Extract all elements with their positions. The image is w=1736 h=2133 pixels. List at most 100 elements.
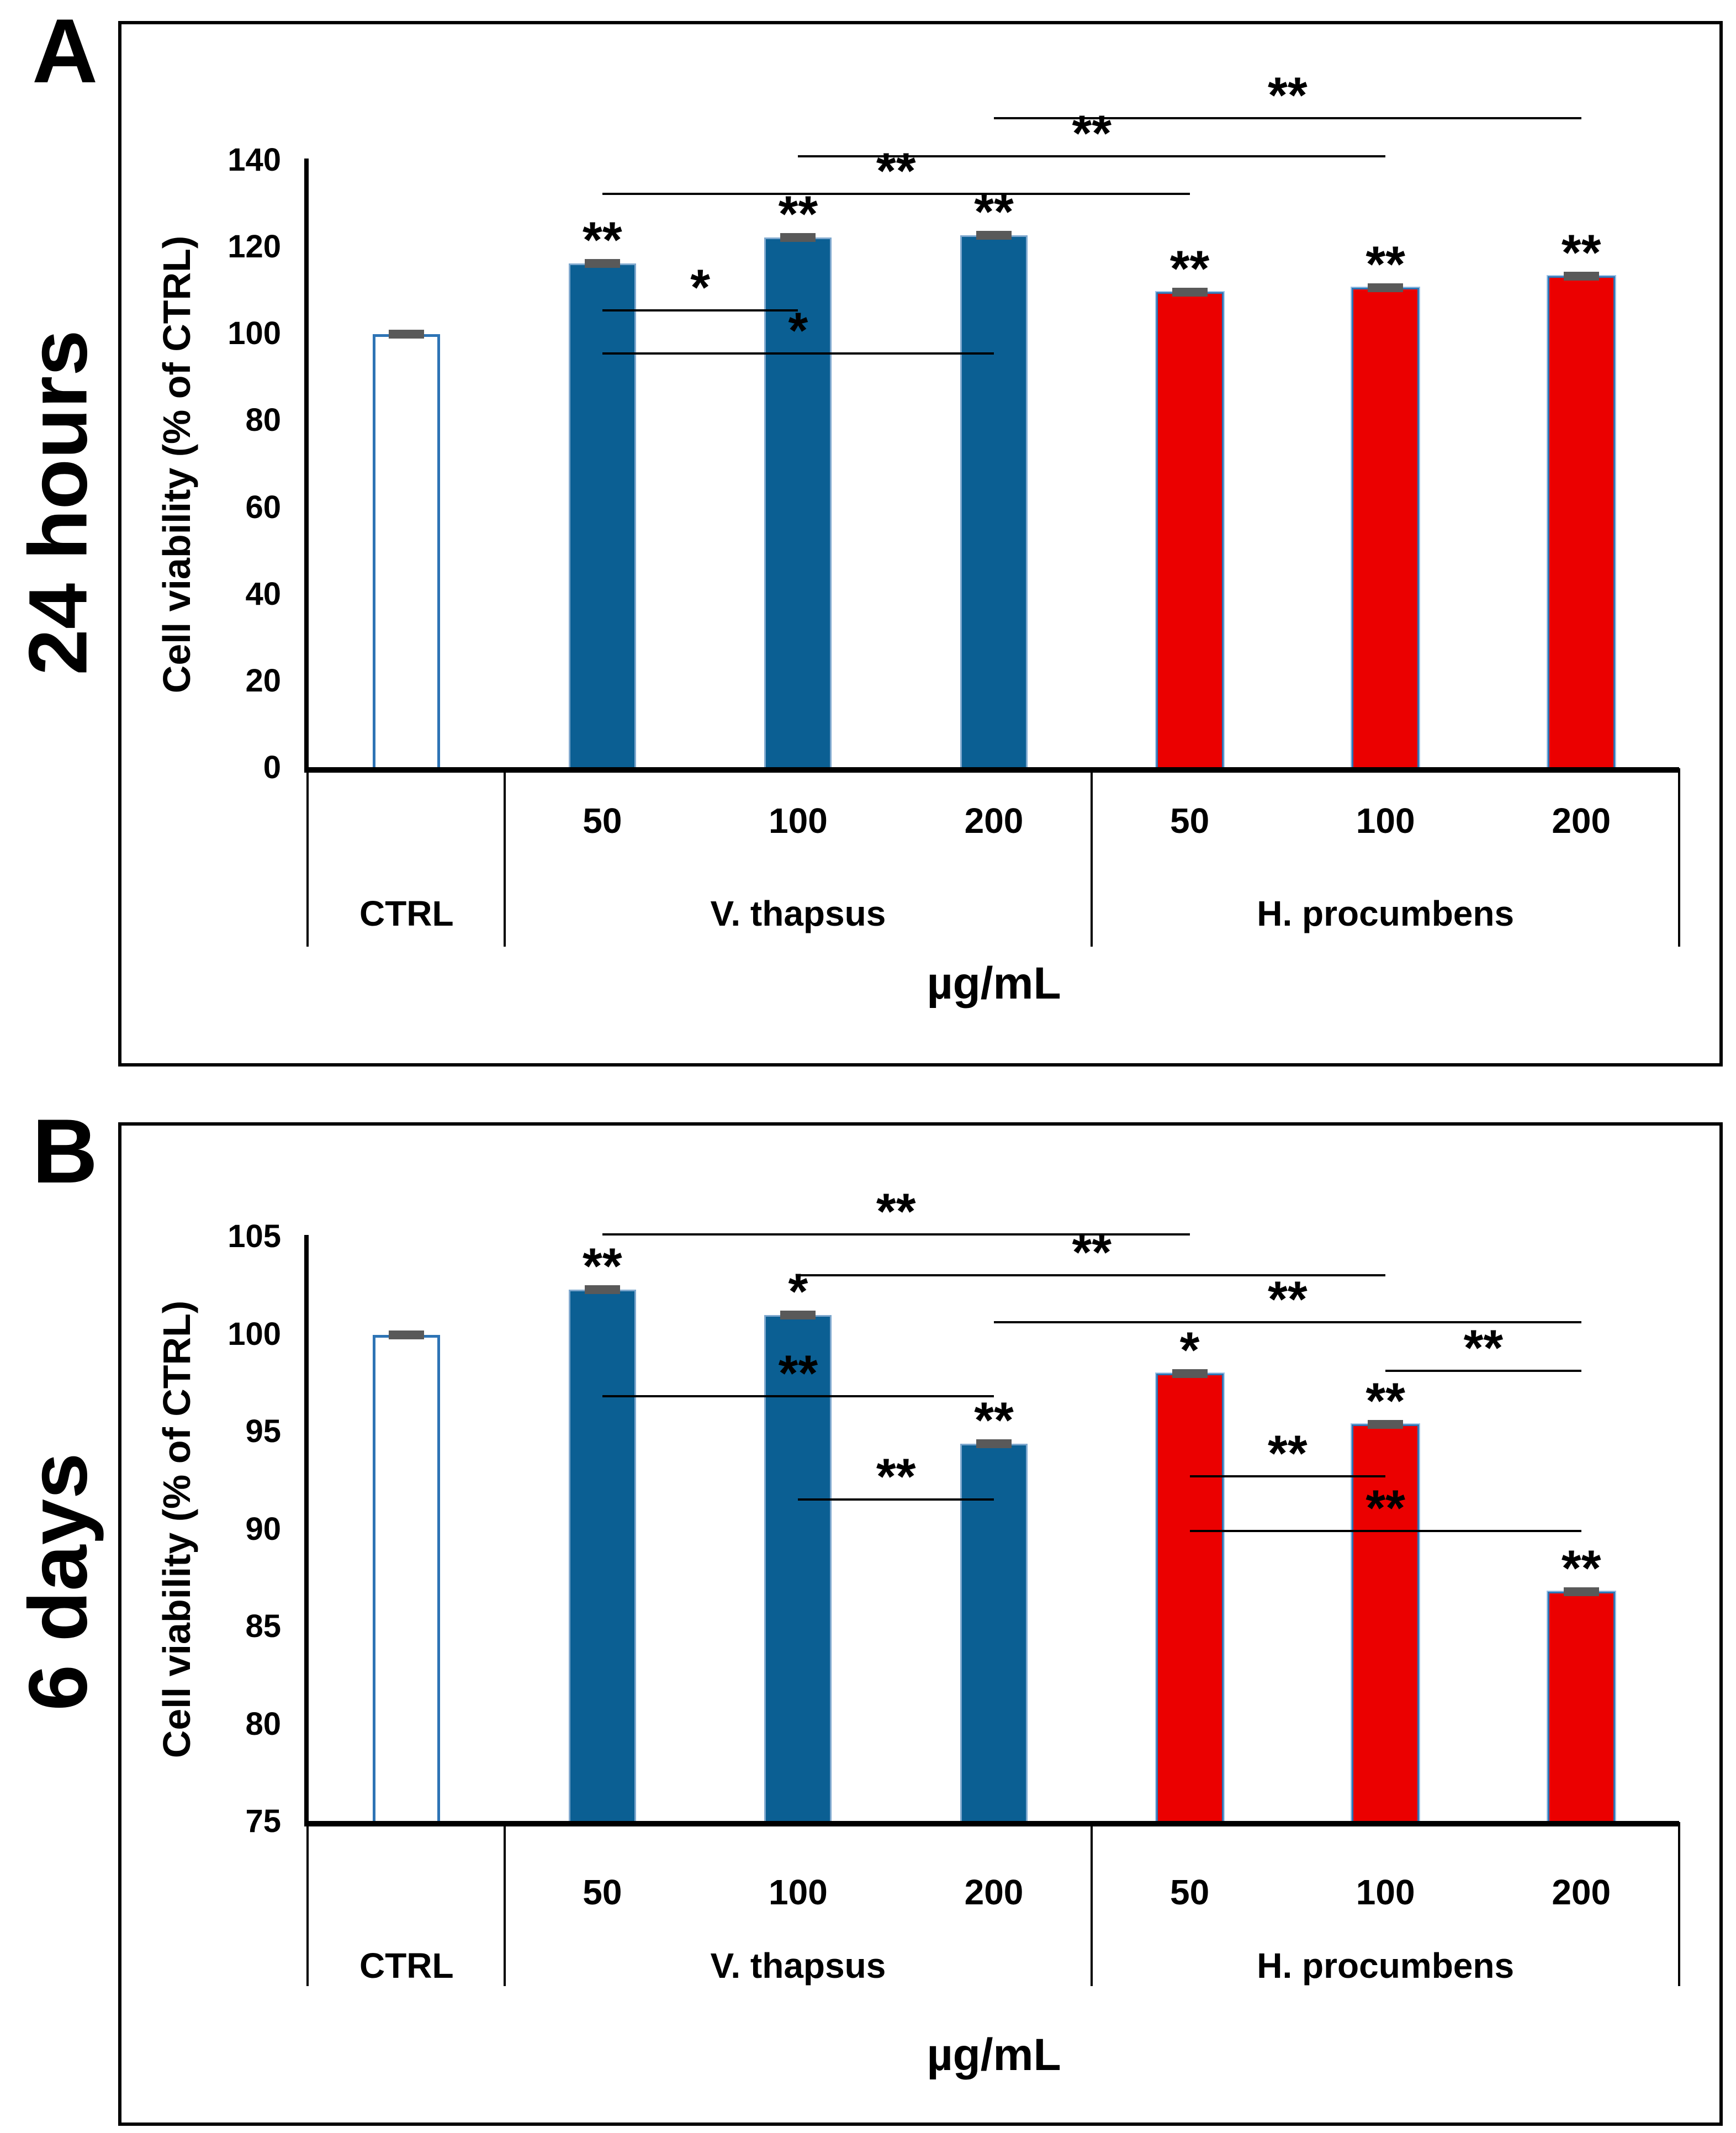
dose-label: 100 bbox=[769, 801, 828, 841]
significance-marker: ** bbox=[1561, 225, 1601, 281]
group-label-h-procumbens: H. procumbens bbox=[1257, 894, 1515, 933]
comparison-line-2 bbox=[602, 193, 1190, 196]
error-bar bbox=[1563, 1587, 1599, 1597]
y-tick-label-100: 100 bbox=[227, 315, 281, 352]
dose-label: 100 bbox=[769, 1872, 828, 1912]
error-bar bbox=[1172, 1369, 1208, 1379]
category-divider-2 bbox=[1091, 768, 1093, 947]
y-tick-label-80: 80 bbox=[245, 1706, 281, 1742]
comparison-significance-4: * bbox=[788, 303, 808, 360]
y-tick-label-0: 0 bbox=[263, 749, 281, 785]
comparison-significance-3: ** bbox=[1463, 1320, 1504, 1377]
panel-a-box: Cell viability (% of CTRL) µg/mL 0 20 40 60… bbox=[118, 21, 1723, 1066]
comparison-significance-7: ** bbox=[1365, 1480, 1405, 1537]
panel-a-time-label: 24 hours bbox=[11, 330, 104, 675]
significance-marker: ** bbox=[1365, 1372, 1405, 1429]
significance-marker: ** bbox=[583, 1238, 622, 1295]
significance-marker: * bbox=[1179, 1322, 1200, 1379]
panel-b-box: Cell viability (% of CTRL) µg/mL 75 80 85 9… bbox=[118, 1122, 1723, 2126]
y-tick-label-40: 40 bbox=[245, 576, 281, 612]
category-divider-2 bbox=[1091, 1822, 1093, 1986]
y-axis-line bbox=[304, 1235, 309, 1822]
x-axis-line bbox=[304, 767, 1679, 773]
comparison-line-2 bbox=[994, 1321, 1581, 1323]
comparison-line-4 bbox=[602, 1395, 994, 1397]
comparison-line-5 bbox=[1189, 1475, 1386, 1477]
panel-b-letter: B bbox=[32, 1100, 98, 1202]
category-divider-3 bbox=[1678, 1822, 1680, 1986]
error-bar bbox=[584, 1285, 620, 1295]
y-tick-label-20: 20 bbox=[245, 662, 281, 699]
bar-v-thapsus-200 bbox=[960, 235, 1028, 770]
comparison-significance-0: ** bbox=[876, 1183, 916, 1240]
comparison-line-1 bbox=[798, 1274, 1386, 1277]
y-tick-label-100: 100 bbox=[227, 1316, 281, 1352]
group-label-v-thapsus: V. thapsus bbox=[710, 1946, 886, 1986]
y-axis-line bbox=[304, 159, 309, 768]
dose-label: 100 bbox=[1356, 1872, 1415, 1912]
panel-a-letter: A bbox=[32, 0, 98, 102]
comparison-line-0 bbox=[602, 1233, 1190, 1236]
dose-label: 50 bbox=[583, 801, 622, 841]
category-divider-0 bbox=[306, 1822, 309, 1986]
comparison-line-6 bbox=[798, 1498, 994, 1501]
error-bar bbox=[1368, 1419, 1404, 1429]
dose-label: 200 bbox=[964, 1872, 1024, 1912]
error-bar bbox=[389, 1330, 425, 1339]
y-tick-label-120: 120 bbox=[227, 229, 281, 265]
dose-label: 100 bbox=[1356, 801, 1415, 841]
category-divider-1 bbox=[503, 768, 506, 947]
bar-v-thapsus-200 bbox=[960, 1444, 1028, 1824]
error-bar bbox=[976, 1439, 1012, 1449]
bar-h-procumbens-100 bbox=[1351, 1423, 1421, 1825]
category-divider-3 bbox=[1678, 768, 1680, 947]
bar-ctrl bbox=[373, 334, 441, 770]
comparison-significance-2: ** bbox=[1268, 1271, 1308, 1328]
dose-label: 200 bbox=[964, 801, 1024, 841]
bar-h-procumbens-100 bbox=[1351, 287, 1421, 772]
group-label-v-thapsus: V. thapsus bbox=[710, 894, 886, 933]
dose-label: 50 bbox=[1169, 801, 1210, 841]
comparison-significance-1: ** bbox=[1072, 105, 1112, 162]
error-bar bbox=[780, 233, 816, 242]
significance-marker: * bbox=[788, 1264, 808, 1321]
y-tick-label-75: 75 bbox=[245, 1803, 281, 1839]
y-tick-label-95: 95 bbox=[245, 1413, 281, 1449]
bar-v-thapsus-100 bbox=[764, 1315, 832, 1824]
comparison-significance-0: ** bbox=[1268, 67, 1308, 124]
bar-v-thapsus-50 bbox=[568, 1290, 636, 1824]
comparison-significance-5: ** bbox=[1268, 1425, 1308, 1482]
bar-v-thapsus-100 bbox=[764, 237, 832, 770]
dose-label: 200 bbox=[1552, 801, 1611, 841]
error-bar bbox=[1172, 288, 1208, 297]
x-axis-line bbox=[304, 1821, 1679, 1826]
bar-h-procumbens-50 bbox=[1155, 1372, 1225, 1825]
bar-h-procumbens-200 bbox=[1546, 1591, 1616, 1825]
significance-marker: ** bbox=[974, 184, 1014, 241]
significance-marker: ** bbox=[1365, 236, 1405, 293]
bar-h-procumbens-200 bbox=[1546, 275, 1616, 772]
comparison-significance-1: ** bbox=[1072, 1224, 1112, 1281]
y-tick-label-85: 85 bbox=[245, 1608, 281, 1644]
comparison-line-0 bbox=[994, 117, 1581, 120]
panel-b-x-axis-title: µg/mL bbox=[927, 2030, 1061, 2080]
comparison-significance-2: ** bbox=[876, 143, 916, 200]
panel-a-y-axis-title: Cell viability (% of CTRL) bbox=[155, 235, 198, 694]
group-label-ctrl: CTRL bbox=[359, 1946, 454, 1986]
bar-v-thapsus-50 bbox=[568, 263, 636, 770]
group-label-ctrl: CTRL bbox=[359, 894, 454, 933]
significance-marker: ** bbox=[1561, 1540, 1601, 1597]
error-bar bbox=[389, 330, 425, 339]
error-bar bbox=[1368, 283, 1404, 293]
error-bar bbox=[976, 231, 1012, 240]
panel-b-plot-area: 75 80 85 90 95 100 105 ** 50 * 100 ** 200 * 50 ** 100 ** 2… bbox=[121, 1126, 1719, 2123]
y-tick-label-60: 60 bbox=[245, 489, 281, 525]
group-label-h-procumbens: H. procumbens bbox=[1257, 1946, 1515, 1986]
comparison-line-1 bbox=[798, 155, 1386, 157]
panel-a-plot-area: 0 20 40 60 80 100 120 140 ** 50 ** 100 ** 200 ** 50 ** 10… bbox=[121, 24, 1719, 1063]
y-tick-label-105: 105 bbox=[227, 1218, 281, 1254]
y-tick-label-90: 90 bbox=[245, 1511, 281, 1547]
bar-ctrl bbox=[373, 1334, 441, 1824]
bar-h-procumbens-50 bbox=[1155, 291, 1225, 772]
